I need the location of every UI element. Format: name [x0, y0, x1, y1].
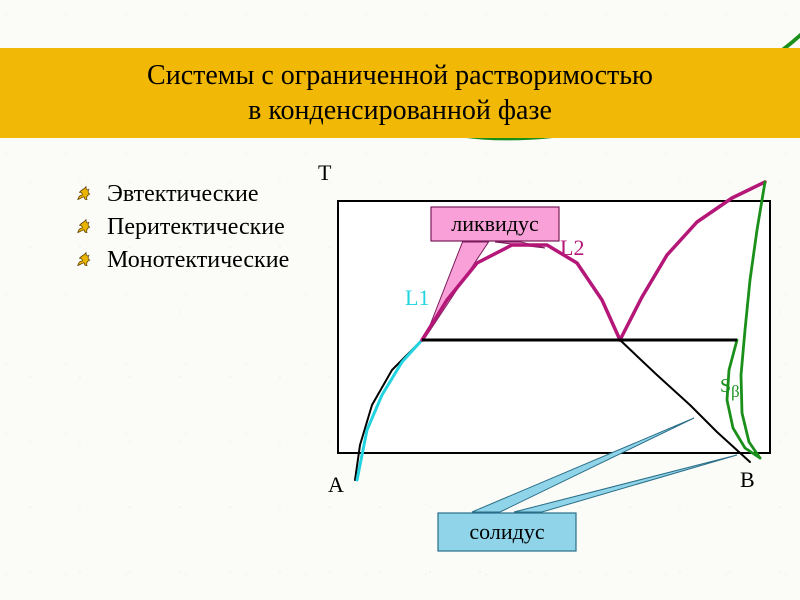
title-band: Системы с ограниченной растворимостью в …	[0, 48, 800, 138]
label-Sbeta-sub: β	[731, 382, 739, 401]
title-line-2: в конденсированной фазе	[248, 93, 552, 128]
label-Sbeta-S: S	[720, 375, 731, 397]
callout-liquidus: ликвидус	[430, 206, 560, 242]
label-L1: L1	[405, 285, 429, 311]
callout-solidus: солидус	[437, 512, 577, 552]
bullet-label: Эвтектические	[107, 181, 259, 208]
bullet-label: Перитектические	[107, 214, 285, 241]
axis-label-T: T	[318, 160, 331, 186]
list-item: Перитектические	[75, 214, 335, 241]
callout-solidus-text: солидус	[469, 519, 544, 545]
leaf-icon	[75, 217, 97, 239]
phase-diagram	[337, 200, 767, 490]
bullet-list: Эвтектические Перитектические Монотектич…	[75, 175, 335, 280]
title-line-1: Системы с ограниченной растворимостью	[147, 58, 653, 93]
label-L2: L2	[560, 235, 584, 261]
list-item: Монотектические	[75, 247, 335, 274]
callout-liquidus-text: ликвидус	[451, 211, 539, 237]
leaf-icon	[75, 250, 97, 272]
list-item: Эвтектические	[75, 181, 335, 208]
bullet-label: Монотектические	[107, 247, 289, 274]
label-Sbeta: Sβ	[720, 375, 740, 402]
leaf-icon	[75, 184, 97, 206]
